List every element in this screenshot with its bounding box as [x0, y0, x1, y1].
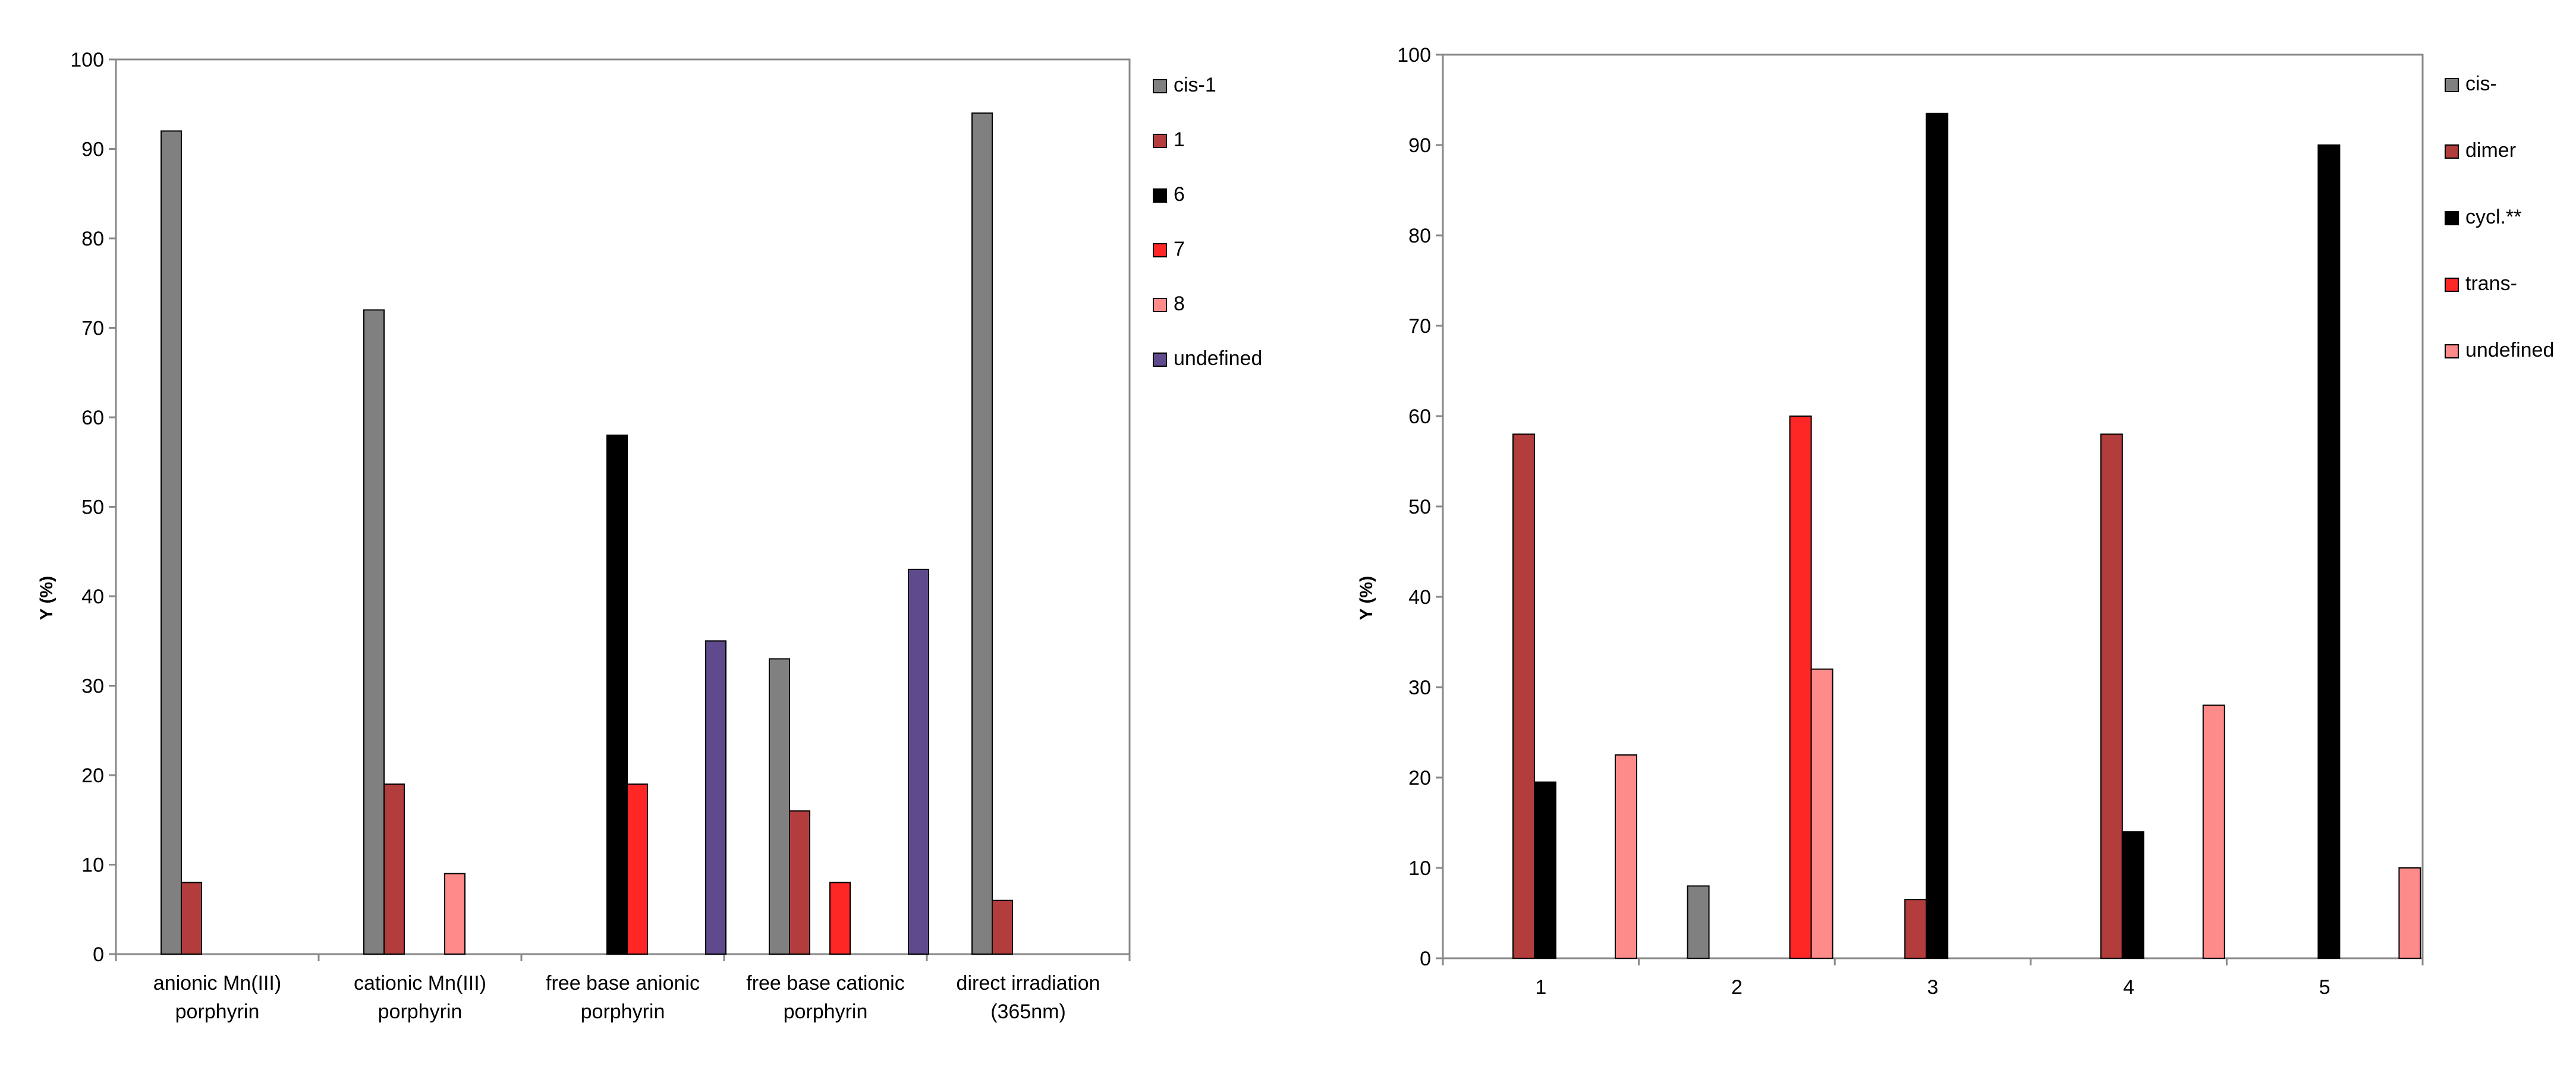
y-tick-label: 20 [1408, 767, 1431, 789]
bar-cis1-5 [971, 112, 993, 955]
bar-undefined-1 [1615, 754, 1637, 959]
bar-7-3 [627, 783, 648, 955]
bar-undefined-5 [2398, 867, 2421, 959]
y-tick-label: 0 [1420, 948, 1431, 970]
left-plot-area: 0 10 20 30 40 50 60 70 80 90 100 anionic Mn(III) por… [70, 49, 1131, 1023]
bar-dimer-1 [1512, 433, 1535, 959]
right-plot-area: 0 10 20 30 40 50 60 70 80 90 100 1 2 3 4 5 [1397, 44, 2424, 999]
legend-swatch [2445, 344, 2459, 358]
y-tick-label: 10 [81, 854, 104, 877]
y-tick-label: 50 [1408, 496, 1431, 518]
legend-swatch [1153, 298, 1167, 312]
bar-undefined-3 [705, 640, 726, 955]
bar-cycl-4 [2121, 831, 2144, 959]
bar-1-2 [383, 783, 405, 955]
left-chart: Y (%) 0 10 20 30 40 50 60 70 80 90 100 anionic Mn(I… [37, 49, 1262, 1023]
y-tick-label: 60 [1408, 405, 1431, 428]
y-tick-label: 40 [81, 586, 104, 608]
bar-1-1 [181, 882, 202, 955]
x-category-label: anionic Mn(III) porphyrin [153, 972, 281, 1023]
legend-label: 7 [1174, 238, 1185, 260]
legend-swatch [1153, 188, 1167, 203]
x-category-label: 2 [1731, 976, 1743, 999]
y-tick-label: 80 [1408, 225, 1431, 247]
y-tick-label: 50 [81, 496, 104, 519]
bar-8-2 [444, 873, 465, 955]
y-tick-label: 90 [81, 139, 104, 161]
y-tick-label: 0 [93, 943, 104, 966]
bar-dimer-3 [1904, 899, 1927, 959]
x-category-label: cationic Mn(III) porphyrin [354, 972, 486, 1023]
bar-trans-2 [1789, 416, 1812, 959]
x-category-label: 4 [2123, 976, 2134, 999]
bar-cycl-3 [1926, 112, 1949, 959]
legend-swatch [1153, 79, 1167, 93]
bar-1-5 [992, 899, 1013, 955]
bar-undefined-2 [1810, 668, 1833, 959]
bar-1-4 [789, 810, 810, 955]
x-category-label: 1 [1535, 976, 1546, 999]
x-category-label: 5 [2319, 976, 2330, 999]
bar-6-3 [606, 435, 628, 955]
legend-swatch [1153, 134, 1167, 148]
legend-label: 6 [1174, 183, 1185, 206]
right-y-axis-label: Y (%) [1357, 576, 1376, 620]
x-category-label: free base anionic porphyrin [546, 972, 700, 1023]
legend-swatch [2445, 278, 2459, 292]
y-tick-label: 100 [70, 49, 104, 71]
y-tick-label: 10 [1408, 857, 1431, 880]
legend-label: dimer [2465, 139, 2516, 162]
legend-swatch [2445, 144, 2459, 159]
legend-swatch [2445, 211, 2459, 225]
bar-cycl-1 [1534, 781, 1556, 959]
bar-undefined-4 [908, 568, 929, 955]
y-tick-label: 40 [1408, 586, 1431, 609]
y-tick-label: 20 [81, 764, 104, 787]
y-tick-label: 60 [81, 407, 104, 429]
legend-swatch [1153, 353, 1167, 367]
y-tick-label: 70 [1408, 315, 1431, 338]
y-tick-label: 90 [1408, 134, 1431, 157]
y-tick-label: 80 [81, 228, 104, 250]
bar-undefined-4 [2202, 704, 2225, 959]
bar-cis1-4 [769, 658, 790, 955]
legend-swatch [2445, 78, 2459, 92]
bar-7-4 [829, 882, 851, 955]
left-y-axis-label: Y (%) [37, 576, 56, 620]
bar-cycl-5 [2317, 144, 2341, 959]
left-legend: cis-1 1 6 7 8 undefined [1153, 74, 1262, 370]
legend-label: 1 [1174, 128, 1185, 151]
bar-dimer-4 [2100, 433, 2123, 959]
bar-cis1-2 [363, 309, 385, 955]
right-chart: Y (%) 0 10 20 30 40 50 60 70 80 90 100 1 2 3 4 5 cis-di… [1357, 44, 2554, 999]
x-category-label: 3 [1927, 976, 1939, 999]
legend-swatch [1153, 243, 1167, 257]
x-category-label: direct irradiation (365nm) [957, 972, 1100, 1023]
legend-label: 8 [1174, 292, 1185, 315]
y-tick-label: 100 [1397, 44, 1431, 67]
legend-label: trans- [2465, 272, 2517, 295]
y-tick-label: 30 [1408, 676, 1431, 699]
x-category-label: free base cationic porphyrin [746, 972, 905, 1023]
bar-cis-2 [1687, 885, 1710, 959]
legend-label: cycl.** [2465, 206, 2521, 228]
bar-cis1-1 [161, 130, 182, 955]
legend-label: cis-1 [1174, 74, 1216, 96]
legend-label: undefined [1174, 347, 1262, 370]
y-tick-label: 70 [81, 317, 104, 340]
legend-label: cis- [2465, 73, 2497, 95]
y-tick-label: 30 [81, 675, 104, 698]
right-legend: cis-dimer cycl.** trans-undefined [2445, 73, 2554, 361]
legend-label: undefined [2465, 339, 2554, 361]
